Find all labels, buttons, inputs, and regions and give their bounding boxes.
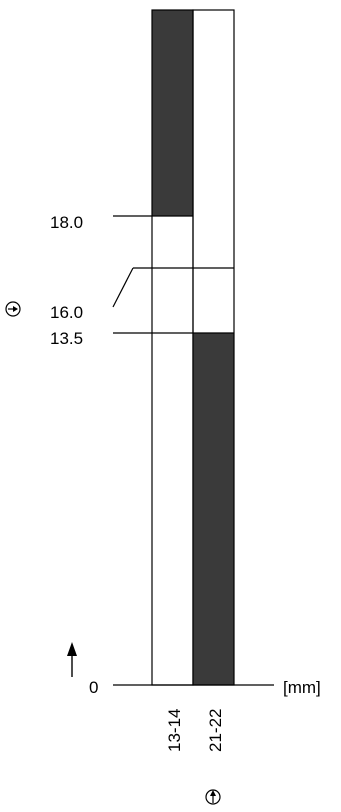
unit-label: [mm] [283, 678, 321, 697]
arrow-right-circle-icon [5, 301, 21, 317]
level-13-5-label: 13.5 [50, 329, 83, 348]
arrow-up-icon [67, 642, 77, 677]
contact-21-22-label: 21-22 [206, 709, 225, 752]
direct-opening-arrow-icon [205, 789, 221, 805]
level-16-leader [112, 267, 134, 308]
level-18-label: 18.0 [50, 213, 83, 232]
level-16-label: 16.0 [50, 303, 83, 322]
zero-label: 0 [89, 678, 98, 697]
contact-21-22-closed-bar [193, 333, 234, 685]
contact-13-14-label: 13-14 [165, 709, 184, 752]
contact-13-14-closed-bar [152, 10, 193, 216]
